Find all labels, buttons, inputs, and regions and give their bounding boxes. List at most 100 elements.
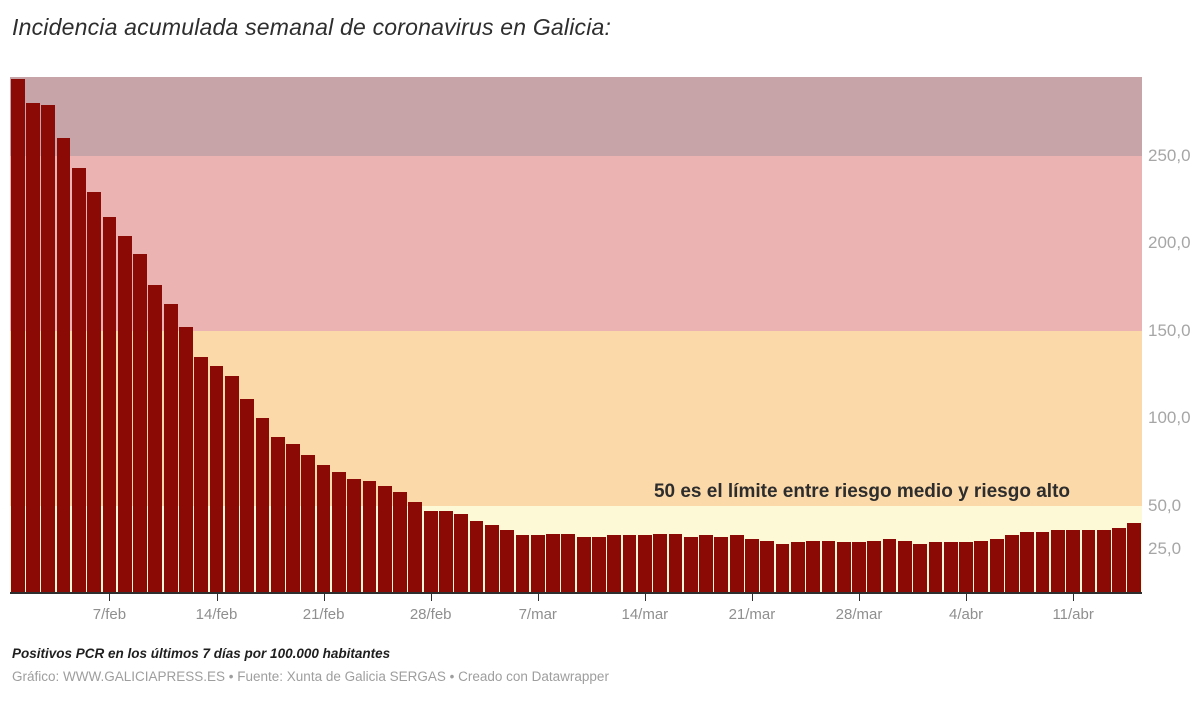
bar-7/feb[interactable] [102,216,117,593]
bar-22/feb[interactable] [331,472,346,593]
bar-30/mar[interactable] [882,538,897,593]
bar-7/mar[interactable] [530,535,545,593]
y-tick-label-100: 100,0 [1148,408,1191,428]
x-axis-line [10,592,1142,594]
bar-13/feb[interactable] [194,356,209,593]
bar-5/feb[interactable] [71,167,86,593]
bar-31/mar[interactable] [897,540,912,593]
risk-band-150-250 [10,155,1142,331]
bar-24/feb[interactable] [362,481,377,593]
bar-6/mar[interactable] [515,535,530,593]
y-tick-label-25: 25,0 [1148,539,1182,559]
bar-4/abr[interactable] [959,542,973,593]
bar-1/feb[interactable] [10,78,25,593]
footer-note: Positivos PCR en los últimos 7 días por … [12,646,391,661]
x-tick-28/mar [859,594,860,601]
bar-20/mar[interactable] [729,535,744,593]
bar-20/feb[interactable] [301,454,316,593]
bar-18/mar[interactable] [699,535,713,593]
risk-band-250-295 [10,77,1142,156]
bar-26/feb[interactable] [393,491,407,593]
bar-11/abr[interactable] [1066,530,1081,593]
x-tick-label-4/abr: 4/abr [948,606,984,623]
bar-10/abr[interactable] [1050,530,1065,593]
x-tick-14/mar [644,594,646,601]
bar-9/mar[interactable] [561,533,576,593]
x-tick-label-21/feb: 21/feb [302,606,345,623]
bar-18/feb[interactable] [270,437,285,593]
bar-9/feb[interactable] [133,253,147,593]
y-tick-label-150: 150,0 [1148,320,1191,340]
bar-14/abr[interactable] [1112,528,1126,593]
bar-6/feb[interactable] [87,192,102,593]
x-tick-label-7/feb: 7/feb [92,606,127,623]
bar-21/feb[interactable] [316,465,331,593]
x-tick-7/feb [109,594,111,601]
bar-8/feb[interactable] [117,236,132,593]
risk-threshold-annotation: 50 es el límite entre riesgo medio y rie… [653,481,1070,502]
bar-17/mar[interactable] [683,537,698,593]
x-tick-label-28/feb: 28/feb [409,606,452,623]
bar-13/mar[interactable] [622,535,637,593]
bar-3/mar[interactable] [469,521,484,593]
bar-17/feb[interactable] [255,418,270,593]
bar-10/mar[interactable] [576,537,591,593]
chart-title: Incidencia acumulada semanal de coronavi… [12,14,612,40]
bar-12/feb[interactable] [179,327,193,593]
bar-19/feb[interactable] [286,444,300,593]
bar-23/feb[interactable] [347,479,362,593]
bar-5/mar[interactable] [500,530,515,593]
bar-11/mar[interactable] [592,537,606,593]
bar-28/mar[interactable] [852,542,866,593]
bar-24/mar[interactable] [790,542,805,593]
x-tick-21/mar [751,594,753,601]
bar-8/abr[interactable] [1020,531,1035,593]
bar-6/abr[interactable] [989,538,1004,593]
bar-27/feb[interactable] [408,502,423,593]
bar-2/feb[interactable] [26,103,40,593]
bar-12/mar[interactable] [607,535,622,593]
bar-3/abr[interactable] [943,542,958,593]
bar-25/mar[interactable] [806,540,820,593]
bar-23/mar[interactable] [775,544,790,593]
bar-9/abr[interactable] [1035,531,1050,593]
bar-12/abr[interactable] [1081,530,1096,593]
bar-28/feb[interactable] [423,510,438,593]
bar-14/feb[interactable] [209,365,224,593]
bar-25/feb[interactable] [377,486,392,593]
bar-15/abr[interactable] [1127,523,1142,593]
bar-7/abr[interactable] [1005,535,1019,593]
x-tick-21/feb [323,594,325,601]
bar-26/mar[interactable] [821,540,836,593]
bar-16/feb[interactable] [240,398,254,593]
x-tick-11/abr [1073,594,1075,601]
bar-5/abr[interactable] [974,540,989,593]
bar-1/abr[interactable] [913,544,928,593]
bar-19/mar[interactable] [714,537,729,593]
bar-15/mar[interactable] [653,533,668,593]
x-tick-4/abr [966,594,968,601]
y-tick-label-200: 200,0 [1148,233,1191,253]
bar-2/abr[interactable] [928,542,943,593]
x-tick-label-11/abr: 11/abr [1052,606,1094,623]
x-tick-28/feb [430,594,432,601]
bar-15/feb[interactable] [224,376,239,593]
bar-10/feb[interactable] [148,285,163,593]
bar-27/mar[interactable] [836,542,851,593]
bar-3/feb[interactable] [41,105,56,593]
bar-4/mar[interactable] [484,524,499,593]
bar-13/abr[interactable] [1096,530,1111,593]
bar-21/mar[interactable] [745,538,759,593]
bar-4/feb[interactable] [56,138,71,593]
x-tick-7/mar [537,594,539,601]
footer-byline: Gráfico: WWW.GALICIAPRESS.ES • Fuente: X… [12,669,609,684]
bar-16/mar[interactable] [668,533,683,593]
bar-14/mar[interactable] [637,535,652,593]
bar-8/mar[interactable] [546,533,560,593]
bar-1/mar[interactable] [439,510,453,593]
bar-22/mar[interactable] [760,540,775,593]
bar-2/mar[interactable] [454,514,469,593]
y-tick-label-50: 50,0 [1148,495,1182,515]
bar-11/feb[interactable] [163,304,178,593]
bar-29/mar[interactable] [867,540,882,593]
